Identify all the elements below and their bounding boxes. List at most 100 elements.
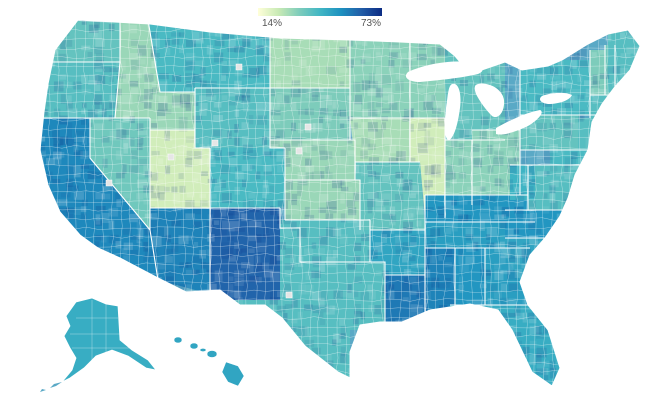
county-shade <box>74 130 84 136</box>
county-shade <box>150 172 159 181</box>
county-shade <box>199 158 210 165</box>
county-shade <box>409 52 417 62</box>
county-shade <box>508 283 519 292</box>
county-shade <box>528 200 536 211</box>
county-shade <box>263 228 269 234</box>
county-shade <box>564 228 572 235</box>
county-shade <box>206 88 214 97</box>
county-shade <box>95 123 105 130</box>
county-shade <box>577 262 588 271</box>
county-shade <box>221 66 229 76</box>
county-shade <box>606 20 614 24</box>
county-shade <box>556 298 566 306</box>
county-shade <box>416 220 422 227</box>
county-shade <box>291 199 297 205</box>
county-shade <box>507 165 517 174</box>
county-shade <box>40 375 48 386</box>
county-shade <box>269 375 281 382</box>
county-shade <box>536 171 547 177</box>
county-shade <box>311 66 317 75</box>
county-shade <box>157 312 168 320</box>
county-shade <box>360 340 370 349</box>
county-shade <box>179 185 186 193</box>
county-shade <box>465 52 472 62</box>
county-shade <box>410 235 417 245</box>
county-shade <box>228 290 239 298</box>
county-shade <box>228 38 236 49</box>
county-shade <box>151 284 160 289</box>
county-shade <box>283 346 291 351</box>
county-shade <box>508 130 514 138</box>
county-shade <box>549 122 556 130</box>
county-shade <box>626 158 638 164</box>
county-shade <box>417 143 428 154</box>
county-shade <box>144 88 154 100</box>
county-shade <box>115 193 120 201</box>
county-shade <box>185 60 195 71</box>
county-shade <box>165 333 175 344</box>
county-shade <box>353 81 361 93</box>
county-shade <box>340 179 345 186</box>
county-shade <box>353 318 359 325</box>
county-shade <box>634 199 640 204</box>
county-shade <box>241 122 249 130</box>
county-shade <box>66 39 73 47</box>
county-shade <box>172 206 182 212</box>
county-shade <box>445 221 455 228</box>
county-shade <box>59 207 69 217</box>
missing-data-county <box>211 139 219 147</box>
county-shade <box>129 53 139 60</box>
county-shade <box>563 130 573 139</box>
county-shade <box>150 213 158 221</box>
county-shade <box>102 375 112 384</box>
county-shade <box>438 340 449 350</box>
county-shade <box>151 32 158 40</box>
county-shade <box>626 339 631 348</box>
county-shade <box>528 52 533 61</box>
county-shade <box>95 206 106 212</box>
county-shade <box>633 185 640 191</box>
county-shade <box>542 305 549 313</box>
county-shade <box>143 164 154 176</box>
county-shade <box>122 137 132 148</box>
county-shade <box>508 346 520 353</box>
county-shade <box>227 20 232 27</box>
county-shade <box>172 102 182 108</box>
county-shade <box>354 38 362 45</box>
county-shade <box>122 374 130 380</box>
county-shade <box>500 179 505 188</box>
county-shade <box>67 213 74 219</box>
missing-data-county <box>167 153 175 161</box>
county-shade <box>129 165 140 174</box>
county-shade <box>143 80 150 90</box>
county-shade <box>360 150 368 159</box>
county-shade <box>220 318 230 329</box>
county-shade <box>458 255 465 264</box>
county-shade <box>115 122 123 130</box>
county-shade <box>102 66 111 73</box>
county-shade <box>389 52 399 59</box>
county-boundary-line <box>632 20 636 386</box>
county-shade <box>53 325 64 333</box>
county-shade <box>242 283 248 290</box>
county-shade <box>424 374 434 381</box>
county-shade <box>542 25 550 36</box>
county-shade <box>123 255 129 265</box>
county-shade <box>53 199 61 206</box>
county-shade <box>136 221 142 230</box>
county-shade <box>123 143 128 154</box>
county-shade <box>570 122 580 130</box>
county-shade <box>563 263 569 272</box>
county-shade <box>563 116 571 126</box>
county-shade <box>619 143 625 152</box>
county-shade <box>347 284 352 293</box>
county-shade <box>248 192 256 199</box>
county-shade <box>535 24 542 30</box>
county-shade <box>234 88 240 96</box>
county-shade <box>479 220 485 231</box>
county-shade <box>52 129 60 139</box>
county-shade <box>598 256 609 263</box>
county-shade <box>66 185 73 192</box>
county-shade <box>402 249 413 258</box>
